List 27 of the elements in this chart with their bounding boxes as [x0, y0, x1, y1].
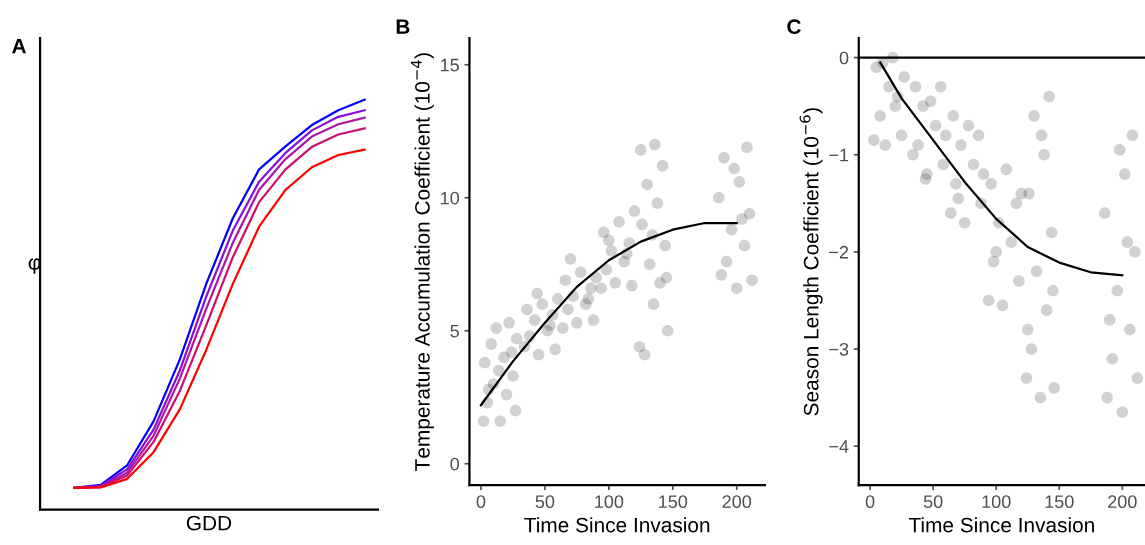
y-tick-label: 0: [839, 51, 849, 65]
x-tick-label: 150: [659, 495, 688, 509]
y-tick-label: −2: [829, 245, 849, 259]
x-tick-label: 0: [865, 495, 875, 509]
x-axis-title: GDD: [186, 515, 232, 531]
y-tick-label: −4: [829, 440, 849, 453]
x-tick-label: 50: [923, 495, 943, 509]
y-axis-title: Season Length Coefficient (10$^{−6}$): [799, 108, 823, 416]
x-tick-label: 200: [1108, 495, 1137, 509]
chart-title: C: [787, 19, 801, 35]
chart-title: B: [396, 19, 410, 34]
x-axis-title: Time Since Invasion: [524, 517, 710, 533]
x-axis-title: Time Since Invasion: [908, 517, 1094, 533]
x-tick-label: 100: [595, 495, 624, 509]
x-tick-label: 100: [982, 495, 1011, 509]
y-tick-label: 10: [441, 191, 460, 205]
y-tick-label: 15: [441, 58, 459, 72]
y-tick-label: −3: [829, 342, 849, 356]
x-tick-label: 150: [1045, 495, 1074, 509]
x-tick-label: 50: [535, 495, 555, 509]
x-tick-label: 200: [722, 495, 752, 509]
y-axis-title: Temperature Accumulation Coefficient (10$^{−4}$): [410, 53, 434, 471]
x-tick-label: 0: [476, 495, 486, 509]
y-tick-label: 5: [450, 324, 459, 338]
y-tick-label: −1: [829, 148, 849, 162]
y-tick-label: 0: [450, 457, 460, 471]
chart-title: A: [12, 38, 27, 54]
